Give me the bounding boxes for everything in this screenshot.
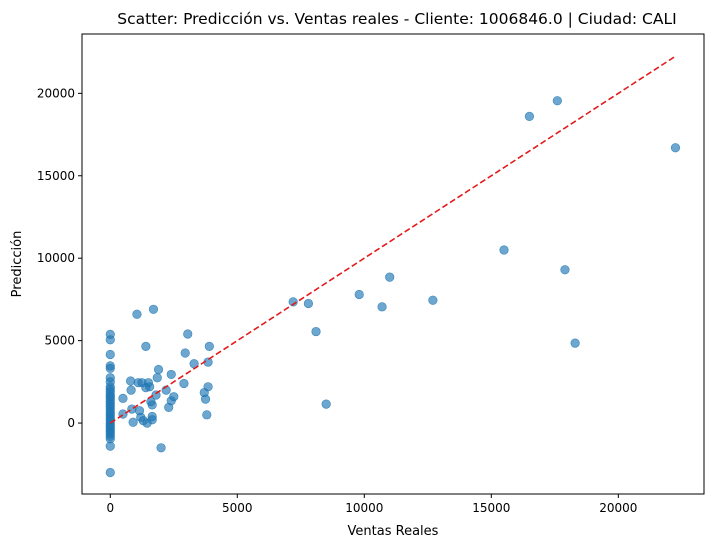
- data-point: [428, 295, 438, 305]
- data-point: [156, 443, 166, 453]
- y-axis: 0 5000 10000 15000 20000: [37, 86, 82, 430]
- data-point: [321, 399, 331, 409]
- y-axis-label: Predicción: [10, 231, 25, 298]
- data-point: [202, 410, 212, 420]
- data-point: [552, 96, 562, 106]
- x-axis: 0 5000 10000 15000 20000: [106, 494, 637, 515]
- data-point: [132, 309, 142, 319]
- plot-frame: [81, 33, 705, 495]
- data-point: [180, 348, 190, 358]
- x-axis-label: Ventas Reales: [348, 524, 439, 539]
- data-point: [200, 394, 211, 404]
- y-tick-label: 15000: [37, 169, 75, 183]
- data-point: [105, 467, 115, 478]
- y-tick-label: 10000: [37, 251, 75, 265]
- data-point: [105, 441, 115, 451]
- data-point: [153, 364, 164, 375]
- data-point: [377, 302, 387, 312]
- data-point: [105, 335, 115, 345]
- data-point: [105, 349, 115, 360]
- data-point: [125, 376, 136, 386]
- data-point: [145, 382, 155, 392]
- chart-title: Scatter: Predicción vs. Ventas reales - …: [117, 10, 676, 28]
- data-point: [499, 245, 509, 255]
- x-tick-label: 5000: [222, 501, 253, 515]
- data-point: [126, 385, 136, 395]
- data-point: [560, 265, 570, 275]
- data-point: [152, 373, 162, 383]
- y-tick-label: 5000: [44, 334, 75, 348]
- data-point: [179, 378, 189, 389]
- data-point: [303, 298, 314, 309]
- data-point: [311, 326, 321, 337]
- data-point: [204, 341, 214, 352]
- data-point: [524, 111, 535, 122]
- data-point: [147, 400, 157, 410]
- data-point: [127, 404, 137, 414]
- data-point: [203, 382, 213, 392]
- x-tick-label: 20000: [599, 501, 637, 515]
- y-tick-label: 0: [67, 416, 75, 430]
- data-point: [570, 338, 580, 348]
- x-tick-label: 10000: [345, 501, 383, 515]
- data-point: [118, 393, 128, 403]
- y-tick-label: 20000: [37, 86, 75, 100]
- data-point: [147, 415, 157, 425]
- data-point: [354, 289, 364, 300]
- data-point: [670, 143, 681, 153]
- data-point: [141, 341, 151, 352]
- data-point: [105, 363, 115, 373]
- points-layer: [105, 96, 681, 478]
- data-point: [148, 304, 159, 314]
- x-tick-label: 15000: [472, 501, 510, 515]
- reference-line: [109, 55, 677, 424]
- x-tick-label: 0: [106, 501, 114, 515]
- data-point: [166, 369, 176, 380]
- data-point: [128, 417, 138, 427]
- reference-line-layer: [109, 55, 677, 424]
- data-point: [183, 329, 193, 339]
- data-point: [385, 272, 395, 282]
- data-point: [288, 297, 298, 307]
- data-point: [169, 392, 179, 402]
